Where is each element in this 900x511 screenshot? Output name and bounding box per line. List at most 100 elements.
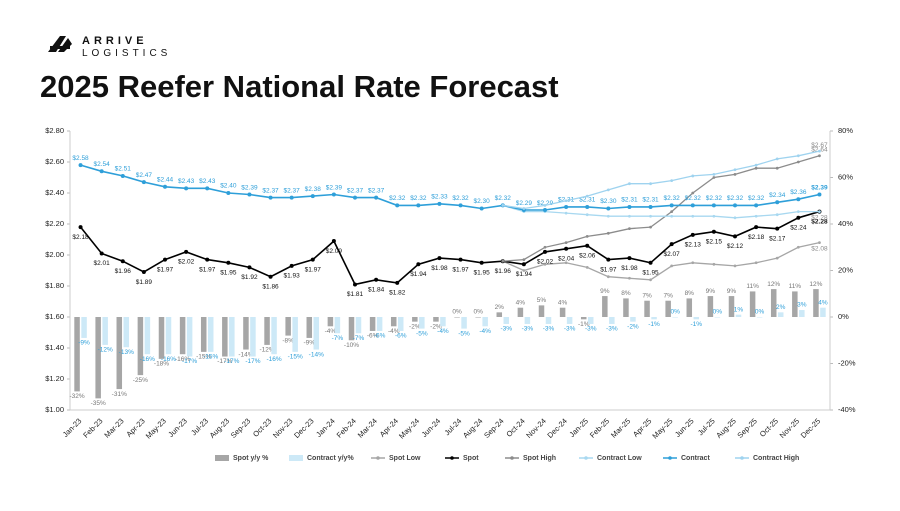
- bar: [412, 317, 418, 322]
- bar: [461, 317, 467, 329]
- bar: [609, 317, 615, 324]
- y2-tick-label: 80%: [838, 126, 853, 135]
- bar-label: -2%: [627, 323, 639, 330]
- bar: [482, 317, 488, 327]
- bar-label: -3%: [585, 326, 597, 333]
- bar-label: -15%: [288, 354, 303, 361]
- bar: [475, 317, 481, 318]
- point: [649, 278, 652, 282]
- y-tick-label: $1.20: [45, 374, 64, 383]
- bar-label: -7%: [332, 335, 344, 342]
- point: [818, 149, 821, 153]
- point: [690, 203, 695, 208]
- x-tick-label: Oct-25: [758, 416, 780, 438]
- point-label: $2.09: [326, 248, 343, 255]
- point: [649, 182, 652, 186]
- point: [818, 241, 821, 245]
- point: [522, 269, 526, 272]
- legend-swatch: [510, 456, 514, 460]
- point: [796, 197, 801, 202]
- point: [226, 260, 231, 265]
- point: [818, 210, 821, 214]
- line: [502, 241, 820, 281]
- point: [585, 194, 589, 198]
- bar: [433, 317, 439, 322]
- point: [733, 264, 737, 268]
- point: [606, 214, 610, 218]
- bar-label: -18%: [154, 361, 169, 368]
- point-label: $1.96: [495, 268, 512, 275]
- bar-label: 9%: [706, 288, 716, 295]
- point: [775, 226, 780, 231]
- x-tick-label: Nov-24: [524, 416, 547, 439]
- legend-swatch: [450, 456, 454, 460]
- bar-label: -1%: [648, 321, 660, 328]
- bar-label: -25%: [133, 377, 148, 384]
- bar-label: -17%: [224, 358, 239, 365]
- point-label: $2.32: [389, 195, 406, 202]
- point-label: $2.37: [368, 187, 385, 194]
- point: [712, 262, 716, 266]
- x-tick-label: Nov-25: [778, 416, 801, 439]
- x-tick-label: Dec-24: [545, 416, 568, 439]
- point: [606, 231, 610, 235]
- bar: [222, 317, 228, 357]
- bar: [777, 312, 784, 317]
- point: [754, 261, 758, 265]
- bar: [137, 317, 144, 376]
- point-label: $2.38: [305, 186, 322, 193]
- bar: [390, 317, 397, 327]
- point: [669, 242, 674, 247]
- point: [754, 214, 758, 218]
- bar-label: -15%: [196, 354, 211, 361]
- point: [353, 282, 357, 287]
- bar: [580, 317, 587, 320]
- bar: [397, 317, 404, 331]
- x-tick-label: Oct-23: [251, 416, 273, 438]
- point: [564, 199, 568, 203]
- logo-mark: [48, 36, 72, 52]
- bar: [207, 317, 214, 352]
- point: [331, 239, 336, 244]
- point: [479, 206, 484, 211]
- point: [247, 192, 252, 197]
- x-tick-label: Aug-24: [461, 416, 484, 439]
- point-label: $1.95: [642, 269, 659, 276]
- point-label: $2.07: [664, 251, 681, 258]
- x-tick-label: Feb-24: [335, 416, 358, 439]
- point-label: $2.04: [558, 256, 575, 263]
- bar-label: -32%: [69, 393, 84, 400]
- bar-label: 5%: [537, 297, 547, 304]
- bar: [686, 298, 693, 317]
- bar-label: 3%: [797, 302, 807, 309]
- point: [712, 214, 716, 218]
- point: [754, 163, 758, 167]
- bar: [306, 317, 313, 338]
- point: [796, 154, 800, 158]
- point-label: $1.98: [621, 265, 638, 272]
- bar-label: -4%: [388, 328, 400, 335]
- point: [775, 213, 779, 217]
- point: [184, 186, 189, 191]
- bar-label: 8%: [685, 290, 695, 297]
- bar: [376, 317, 383, 331]
- point: [585, 235, 589, 238]
- bar-label: -16%: [175, 356, 190, 363]
- bar: [587, 317, 594, 324]
- point-label: $1.97: [157, 266, 174, 273]
- bar-label: 0%: [713, 309, 723, 316]
- point: [670, 214, 674, 218]
- point: [374, 277, 379, 282]
- bar-label: -16%: [140, 356, 155, 363]
- bar: [264, 317, 270, 345]
- x-tick-label: Jun-24: [420, 416, 443, 439]
- bar-label: 7%: [642, 292, 652, 299]
- bar: [714, 317, 721, 318]
- x-tick-label: Jan-24: [314, 416, 337, 439]
- bar-label: -4%: [437, 328, 449, 335]
- point: [501, 204, 505, 207]
- point: [205, 186, 210, 191]
- bar-label: 11%: [789, 283, 802, 290]
- bar: [292, 317, 298, 352]
